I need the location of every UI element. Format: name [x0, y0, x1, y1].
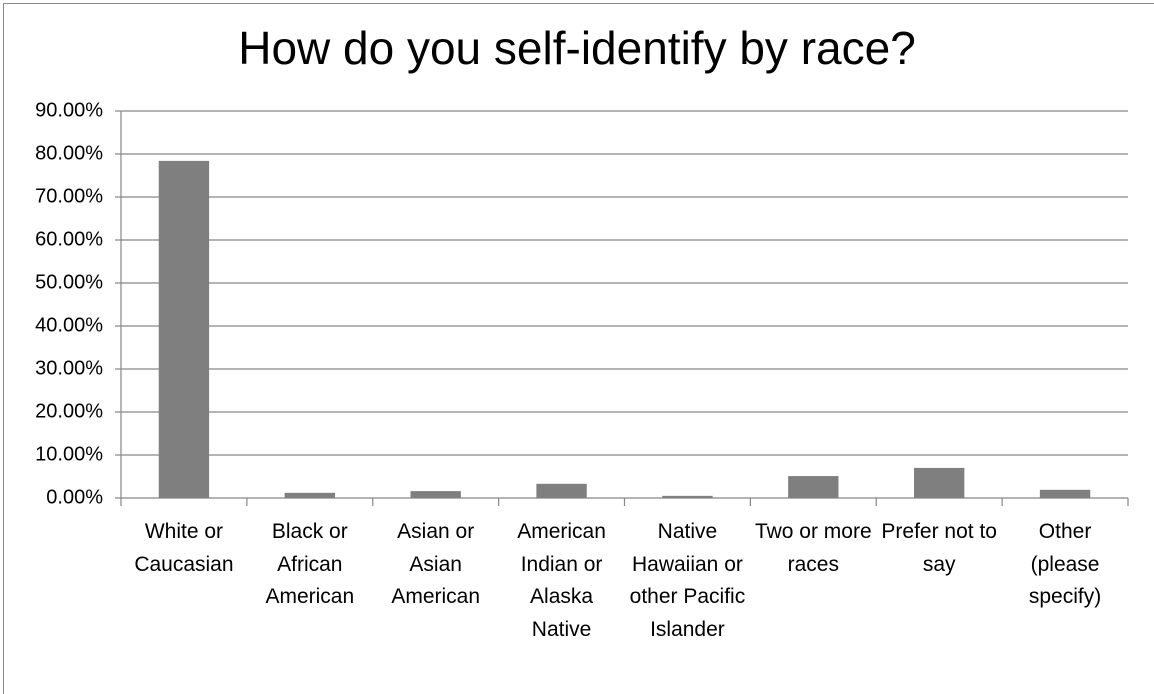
y-tick-label: 90.00% — [35, 99, 103, 121]
x-tick-label: American Indian or Alaska Native — [517, 520, 606, 641]
y-tick-label: 30.00% — [35, 357, 103, 379]
y-tick-label: 50.00% — [35, 271, 103, 293]
y-tick-label: 70.00% — [35, 185, 103, 207]
chart-border — [3, 3, 1154, 694]
y-tick-label: 80.00% — [35, 142, 103, 164]
x-tick-label: Prefer not to say — [881, 520, 997, 576]
bar — [788, 476, 839, 498]
y-tick-label: 60.00% — [35, 228, 103, 250]
chart-title: How do you self-identify by race? — [238, 22, 916, 74]
bar — [158, 160, 210, 498]
x-tick-label: Two or more races — [754, 520, 872, 576]
x-tick-label: Asian or Asian American — [391, 520, 481, 608]
y-tick-label: 40.00% — [35, 314, 103, 336]
y-tick-label: 10.00% — [35, 443, 103, 465]
y-tick-label: 20.00% — [35, 400, 103, 422]
bar — [410, 491, 461, 498]
bar — [284, 492, 335, 498]
x-tick-label: Native Hawaiian or other Pacific Islande… — [629, 520, 746, 641]
y-tick-label: 0.00% — [46, 486, 103, 508]
x-tick-label: White or Caucasian — [134, 520, 234, 576]
x-tick-label: Black or African American — [265, 520, 355, 608]
bar — [662, 495, 713, 498]
bar — [914, 467, 965, 498]
x-tick-label: Other (please specify) — [1028, 520, 1102, 608]
bar — [1039, 489, 1091, 498]
bar — [536, 483, 587, 498]
